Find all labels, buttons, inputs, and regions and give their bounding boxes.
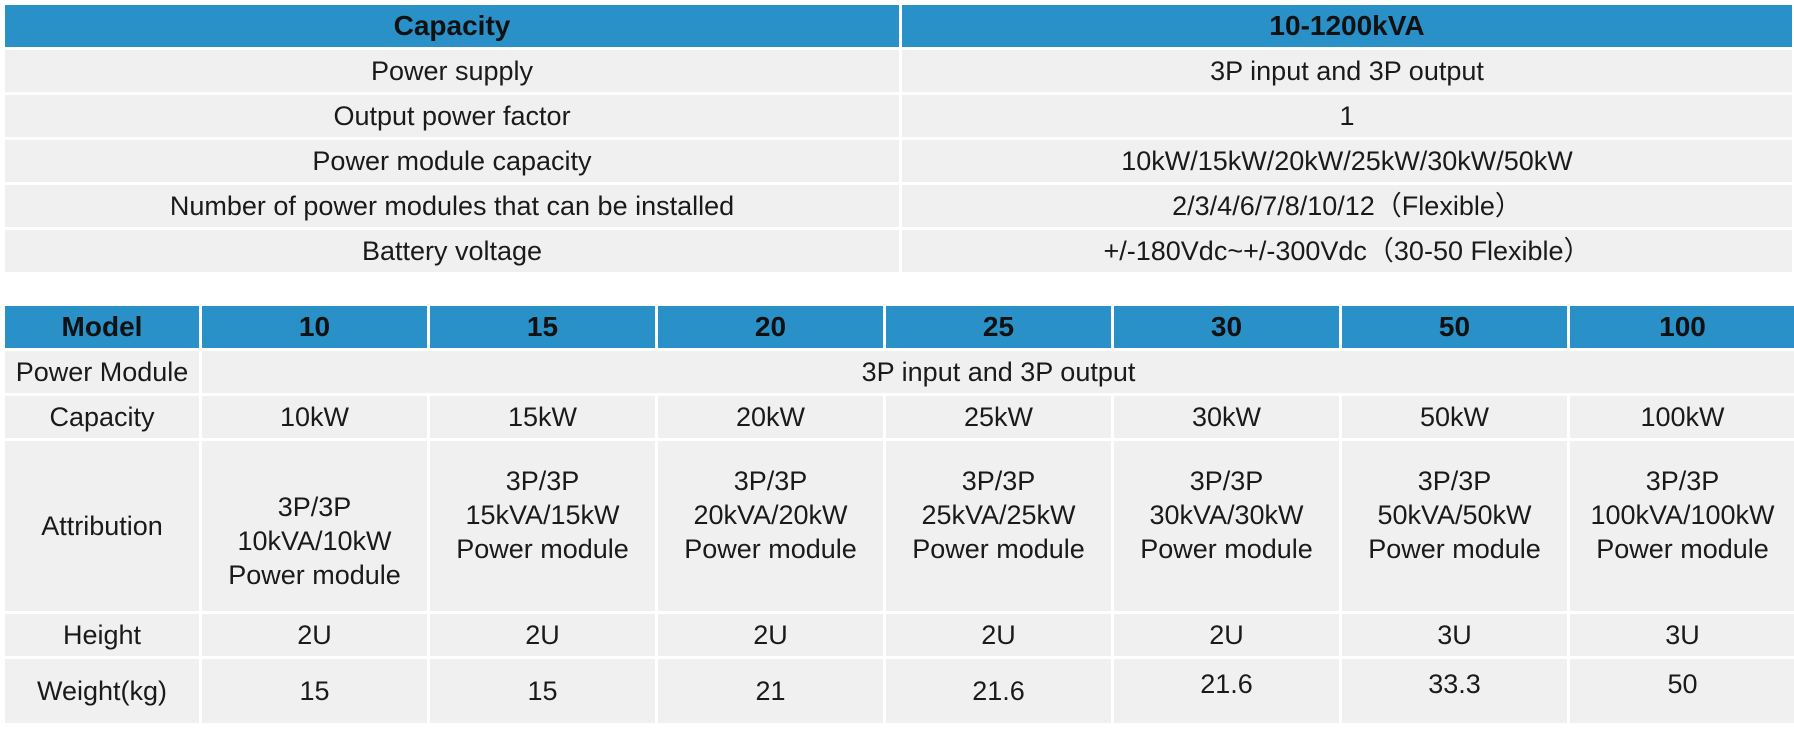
- table-cell: 50kW: [1342, 396, 1567, 438]
- model-header-row: Model 10 15 20 25 30 50 100: [5, 306, 1794, 348]
- spec-row: Battery voltage +/-180Vdc~+/-300Vdc（30-5…: [5, 230, 1792, 272]
- spec-value: 2/3/4/6/7/8/10/12（Flexible）: [902, 185, 1792, 227]
- row-label: Capacity: [5, 396, 199, 438]
- spec-label: Battery voltage: [5, 230, 899, 272]
- capacity-spec-table: Capacity 10-1200kVA Power supply 3P inpu…: [2, 2, 1794, 275]
- table-cell: 100kW: [1570, 396, 1794, 438]
- model-header-cell: 15: [430, 306, 655, 348]
- table-cell: 50: [1570, 659, 1794, 723]
- table-cell: 20kW: [658, 396, 883, 438]
- spec-header-label: Capacity: [5, 5, 899, 47]
- power-module-value: 3P input and 3P output: [202, 351, 1794, 393]
- spec-row: Output power factor 1: [5, 95, 1792, 137]
- model-header-cell: 30: [1114, 306, 1339, 348]
- table-cell: 2U: [658, 614, 883, 656]
- table-cell: 3P/3P 50kVA/50kW Power module: [1342, 441, 1567, 611]
- spec-header-row: Capacity 10-1200kVA: [5, 5, 1792, 47]
- spec-value: 10kW/15kW/20kW/25kW/30kW/50kW: [902, 140, 1792, 182]
- table-cell: 3U: [1570, 614, 1794, 656]
- spec-row: Number of power modules that can be inst…: [5, 185, 1792, 227]
- table-cell: 3P/3P 10kVA/10kW Power module: [202, 441, 427, 611]
- model-header-cell: 100: [1570, 306, 1794, 348]
- height-row: Height 2U 2U 2U 2U 2U 3U 3U: [5, 614, 1794, 656]
- row-label: Height: [5, 614, 199, 656]
- table-cell: 3P/3P 25kVA/25kW Power module: [886, 441, 1111, 611]
- table-cell: 10kW: [202, 396, 427, 438]
- capacity-row: Capacity 10kW 15kW 20kW 25kW 30kW 50kW 1…: [5, 396, 1794, 438]
- model-header-cell: 25: [886, 306, 1111, 348]
- row-label: Power Module: [5, 351, 199, 393]
- table-cell: 21.6: [886, 659, 1111, 723]
- table-cell: 21: [658, 659, 883, 723]
- table-cell: 2U: [886, 614, 1111, 656]
- model-header-cell: 20: [658, 306, 883, 348]
- table-cell: 15: [202, 659, 427, 723]
- spec-label: Output power factor: [5, 95, 899, 137]
- spec-row: Power module capacity 10kW/15kW/20kW/25k…: [5, 140, 1792, 182]
- table-cell: 2U: [1114, 614, 1339, 656]
- table-cell: 3P/3P 100kVA/100kW Power module: [1570, 441, 1794, 611]
- model-spec-table: Model 10 15 20 25 30 50 100 Power Module…: [2, 303, 1794, 726]
- table-cell: 21.6: [1114, 659, 1339, 723]
- table-cell: 25kW: [886, 396, 1111, 438]
- table-cell: 3P/3P 20kVA/20kW Power module: [658, 441, 883, 611]
- model-header-cell: 50: [1342, 306, 1567, 348]
- table-cell: 2U: [430, 614, 655, 656]
- model-header-cell: 10: [202, 306, 427, 348]
- spec-label: Number of power modules that can be inst…: [5, 185, 899, 227]
- spec-label: Power module capacity: [5, 140, 899, 182]
- row-label: Attribution: [5, 441, 199, 611]
- table-cell: 3P/3P 15kVA/15kW Power module: [430, 441, 655, 611]
- table-cell: 33.3: [1342, 659, 1567, 723]
- power-module-row: Power Module 3P input and 3P output: [5, 351, 1794, 393]
- table-cell: 15kW: [430, 396, 655, 438]
- spec-value: 1: [902, 95, 1792, 137]
- model-header-cell: Model: [5, 306, 199, 348]
- spec-header-value: 10-1200kVA: [902, 5, 1792, 47]
- spec-value: 3P input and 3P output: [902, 50, 1792, 92]
- attribution-row: Attribution 3P/3P 10kVA/10kW Power modul…: [5, 441, 1794, 611]
- weight-row: Weight(kg) 15 15 21 21.6 21.6 33.3 50: [5, 659, 1794, 723]
- table-cell: 3P/3P 30kVA/30kW Power module: [1114, 441, 1339, 611]
- table-cell: 30kW: [1114, 396, 1339, 438]
- spec-value: +/-180Vdc~+/-300Vdc（30-50 Flexible）: [902, 230, 1792, 272]
- spec-label: Power supply: [5, 50, 899, 92]
- spec-row: Power supply 3P input and 3P output: [5, 50, 1792, 92]
- table-cell: 2U: [202, 614, 427, 656]
- row-label: Weight(kg): [5, 659, 199, 723]
- table-cell: 3U: [1342, 614, 1567, 656]
- table-cell: 15: [430, 659, 655, 723]
